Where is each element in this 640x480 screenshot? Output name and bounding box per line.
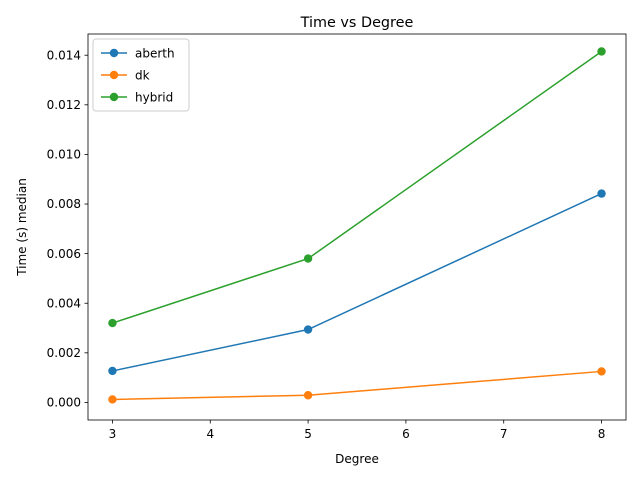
y-tick-label: 0.012 [47,98,81,112]
y-tick-label: 0.014 [47,48,81,62]
legend-marker-hybrid [109,92,119,102]
legend-marker-aberth [109,48,119,58]
legend-box [92,38,190,112]
data-point-dk [597,367,606,376]
data-point-hybrid [303,254,313,263]
data-point-dk [108,395,117,404]
data-point-hybrid [597,47,606,56]
x-tick-label: 8 [598,427,606,441]
x-tick-label: 5 [304,427,312,441]
x-tick-label: 4 [206,427,214,441]
x-tick-label: 6 [402,427,410,441]
data-point-aberth [108,366,117,376]
y-tick-label: 0.000 [47,396,81,410]
series-dk [108,367,606,404]
y-axis-label: Time (s) median [15,178,29,277]
data-point-hybrid [108,318,117,328]
plot-frame [87,33,627,421]
y-tick-label: 0.006 [47,247,81,261]
legend-marker-dk [109,70,119,80]
x-tick-label: 7 [500,427,508,441]
series-aberth [108,189,606,376]
x-tick-label: 3 [109,427,117,441]
y-tick-label: 0.010 [47,148,81,162]
y-tick-label: 0.002 [47,346,81,360]
y-tick-label: 0.004 [47,296,81,310]
y-tick-label: 0.008 [47,197,81,211]
series-layer [108,47,606,404]
chart-title: Time vs Degree [300,15,414,31]
series-hybrid [108,47,606,328]
legend: aberth dk hybrid [92,38,190,112]
data-point-dk [303,391,313,400]
legend-label-dk: dk [135,68,150,82]
data-point-aberth [597,189,606,198]
y-axis-ticks: 0.000 0.002 0.004 0.006 0.008 0.010 0.012 0.014 [47,48,88,410]
legend-label-aberth: aberth [135,46,175,60]
x-axis-ticks: 3 4 5 6 7 8 [109,420,606,441]
legend-label-hybrid: hybrid [135,90,173,104]
data-point-aberth [303,325,313,334]
x-axis-label: Degree [335,452,379,466]
